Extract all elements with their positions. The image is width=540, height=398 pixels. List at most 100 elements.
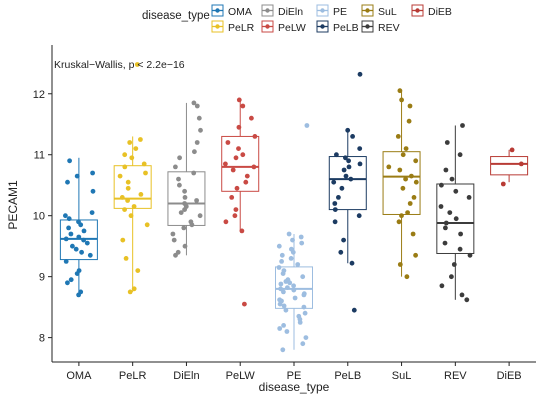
data-point-PE <box>298 234 304 240</box>
data-point-SuL <box>400 185 406 191</box>
data-point-PeLR <box>125 179 131 185</box>
data-point-PE <box>304 123 310 128</box>
data-point-DiEB <box>500 181 506 187</box>
legend-label: PE <box>333 6 347 18</box>
box-OMA <box>59 157 98 295</box>
data-point-PeLB <box>341 237 346 243</box>
data-point-PE <box>301 304 307 310</box>
data-point-PE <box>289 246 294 252</box>
data-point-PeLR <box>127 140 133 145</box>
data-point-SuL <box>386 164 392 170</box>
annotation-text: Kruskal−Wallis, p < 2.2e−16 <box>54 59 185 71</box>
data-point-SuL <box>395 134 401 139</box>
data-point-PeLR <box>131 204 137 209</box>
data-point-PeLB <box>350 134 355 139</box>
data-point-SuL <box>413 158 419 164</box>
data-point-DiEB <box>518 161 524 167</box>
data-point-DiEln <box>181 225 187 231</box>
data-point-PeLB <box>345 127 351 133</box>
data-point-PE <box>285 285 290 290</box>
data-point-DiEln <box>188 219 194 225</box>
data-point-PeLR <box>133 146 139 152</box>
data-point-PeLW <box>236 146 241 152</box>
data-point-REV <box>453 188 459 194</box>
data-point-REV <box>464 297 470 303</box>
x-tick-label: DiEB <box>497 370 522 382</box>
data-point-PeLR <box>135 268 141 273</box>
data-point-SuL <box>397 262 403 267</box>
data-point-PeLW <box>229 195 235 200</box>
data-point-PE <box>277 326 283 331</box>
data-point-DiEB <box>509 147 515 153</box>
x-tick-label: PeLR <box>119 370 147 382</box>
data-point-DiEln <box>191 170 197 176</box>
legend-key-dot <box>365 24 370 29</box>
x-tick-label: PE <box>287 370 302 382</box>
data-point-PeLB <box>339 185 345 191</box>
data-point-DiEln <box>194 198 200 203</box>
data-point-PeLR <box>143 170 148 176</box>
data-point-PE <box>283 307 289 313</box>
data-point-DiEln <box>194 140 200 145</box>
data-point-DiEln <box>177 155 183 161</box>
data-point-OMA <box>81 237 86 243</box>
data-point-DiEln <box>182 201 188 206</box>
legend-key-dot <box>265 24 270 29</box>
data-point-DiEln <box>198 127 203 133</box>
data-point-DiEln <box>196 115 202 121</box>
data-point-PeLB <box>343 155 348 161</box>
data-point-OMA <box>76 219 81 225</box>
x-tick-label: PeLB <box>334 370 361 382</box>
data-point-PeLR <box>131 286 137 292</box>
data-point-PeLR <box>122 207 127 213</box>
data-point-SuL <box>397 167 403 173</box>
data-point-SuL <box>411 195 417 200</box>
data-point-PeLW <box>233 155 239 161</box>
y-tick-label: 11 <box>34 150 45 162</box>
data-point-REV <box>457 246 463 252</box>
data-point-PeLW <box>242 301 247 307</box>
legend-item-PeLB: PeLB <box>316 20 359 34</box>
data-point-PE <box>288 256 294 261</box>
data-point-PE <box>303 335 309 340</box>
legend-label: SuL <box>378 6 397 18</box>
data-point-PeLW <box>223 161 228 167</box>
data-point-PeLB <box>331 179 337 185</box>
data-point-OMA <box>87 252 93 258</box>
data-point-OMA <box>76 234 82 240</box>
data-point-DiEln <box>182 188 188 194</box>
x-tick-label: PeLW <box>226 370 256 382</box>
data-point-OMA <box>79 249 84 255</box>
data-point-PeLB <box>332 219 338 225</box>
data-point-REV <box>467 252 473 258</box>
data-point-SuL <box>406 118 412 124</box>
data-point-PeLR <box>122 164 128 170</box>
data-point-PeLR <box>125 185 131 191</box>
data-point-PE <box>292 295 298 301</box>
data-point-REV <box>443 167 449 173</box>
data-point-SuL <box>399 213 404 219</box>
y-tick-label: 8 <box>39 333 45 345</box>
data-point-OMA <box>90 188 96 194</box>
legend-label: PeLR <box>228 22 255 34</box>
legend-item-REV: REV <box>361 20 400 34</box>
data-point-PeLB <box>349 260 355 266</box>
data-point-PeLR <box>138 192 144 197</box>
y-tick-label: 9 <box>39 272 45 284</box>
data-point-DiEln <box>182 243 188 249</box>
data-point-PE <box>291 283 296 289</box>
data-point-REV <box>458 231 463 237</box>
data-point-OMA <box>65 179 70 185</box>
box-rect <box>221 135 260 192</box>
data-point-PeLB <box>332 207 338 213</box>
legend-label: DiEln <box>278 6 303 18</box>
x-tick-label: OMA <box>66 370 92 382</box>
legend-item-OMA: OMA <box>211 4 252 18</box>
data-point-REV <box>438 204 444 209</box>
data-point-REV <box>453 216 459 222</box>
data-point-SuL <box>410 231 416 237</box>
data-point-SuL <box>399 97 404 103</box>
data-point-OMA <box>68 231 74 237</box>
data-point-SuL <box>405 210 410 216</box>
data-point-OMA <box>66 216 72 222</box>
